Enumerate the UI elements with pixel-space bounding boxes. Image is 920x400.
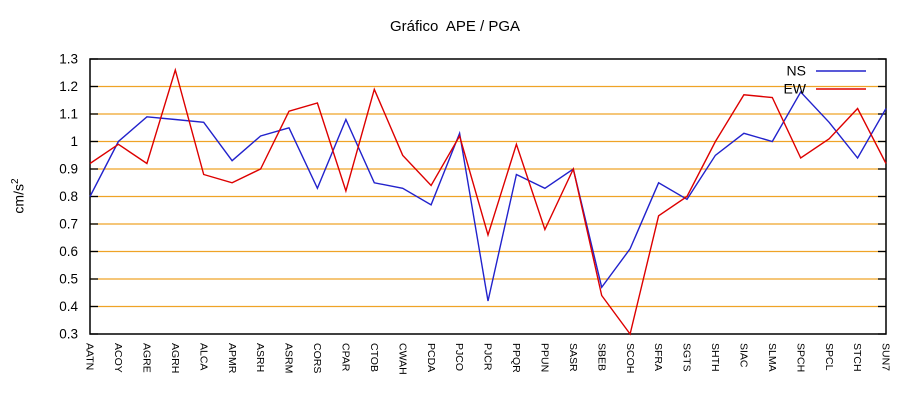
y-axis-title-exponent: 2 — [10, 178, 21, 184]
x-tick-label: SPCH — [794, 343, 806, 372]
y-tick-label: 1.1 — [59, 107, 78, 122]
y-axis-title: cm/s2 — [10, 146, 30, 246]
x-tick-label: PPUN — [538, 343, 550, 372]
x-tick-label: AGRH — [169, 343, 181, 373]
x-tick-label: ASRH — [254, 343, 266, 372]
y-tick-label: 1 — [70, 134, 78, 149]
y-tick-label: 0.9 — [59, 162, 78, 177]
y-tick-label: 0.7 — [59, 217, 78, 232]
x-tick-label: SLMA — [766, 343, 778, 372]
x-tick-label: SHTH — [709, 343, 721, 372]
x-tick-label: SASR — [567, 343, 579, 372]
x-tick-label: SGTS — [681, 343, 693, 372]
ew-series-line — [89, 67, 887, 336]
legend-label-ns: NS — [787, 63, 806, 79]
x-tick-label: CTOB — [368, 343, 380, 372]
y-tick-label: 0.8 — [59, 189, 78, 204]
y-axis-title-text: cm/s — [10, 184, 27, 214]
y-tick-label: 1.3 — [59, 52, 78, 67]
x-tick-label: AGRE — [140, 343, 152, 373]
legend-label-ew: EW — [783, 81, 806, 97]
x-tick-label: PJCO — [453, 343, 465, 371]
x-tick-label: APMR — [226, 343, 238, 374]
x-tick-label: SUN7 — [880, 343, 892, 371]
x-tick-label: CPAR — [339, 343, 351, 372]
y-tick-label: 0.3 — [59, 327, 78, 342]
ns-series-line — [89, 90, 887, 302]
x-tick-label: ASRM — [283, 343, 295, 373]
chart-title: Gráfico APE / PGA — [389, 18, 521, 35]
x-tick-label: SIAC — [737, 343, 749, 368]
x-tick-label: SCOH — [624, 343, 636, 373]
x-tick-label: SPCL — [823, 343, 835, 371]
x-tick-label: ACOY — [112, 343, 124, 373]
x-tick-label: AATN — [84, 343, 96, 370]
x-tick-label: CORS — [311, 343, 323, 373]
x-tick-label: CWAH — [396, 343, 408, 375]
x-tick-label: PCDA — [425, 343, 437, 372]
y-tick-label: 0.6 — [59, 244, 78, 259]
y-tick-label: 1.2 — [59, 79, 78, 94]
x-tick-label: SFRA — [652, 343, 664, 371]
x-tick-label: PPQR — [510, 343, 522, 373]
y-tick-label: 0.5 — [59, 272, 78, 287]
y-tick-label: 0.4 — [59, 299, 78, 314]
x-tick-label: SBEB — [595, 343, 607, 371]
x-tick-label: PJCR — [482, 343, 494, 371]
x-tick-label: ALCA — [197, 343, 209, 370]
x-tick-label: STCH — [851, 343, 863, 372]
